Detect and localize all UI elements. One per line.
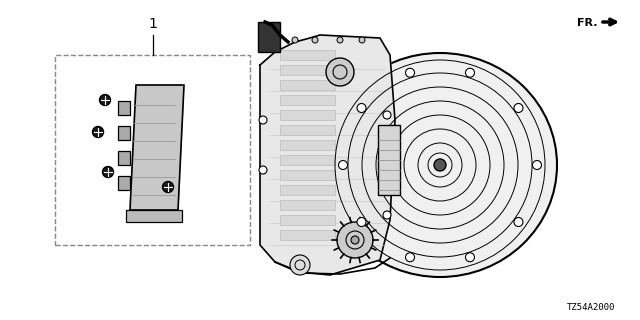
Bar xyxy=(280,80,335,90)
Bar xyxy=(258,22,280,52)
Polygon shape xyxy=(130,85,184,210)
Circle shape xyxy=(383,111,391,119)
Bar xyxy=(280,140,335,150)
Circle shape xyxy=(312,37,318,43)
Bar xyxy=(126,210,182,222)
Bar xyxy=(280,170,335,180)
Circle shape xyxy=(406,68,415,77)
Bar xyxy=(118,176,130,190)
Circle shape xyxy=(93,126,104,138)
Bar xyxy=(280,155,335,165)
Bar xyxy=(378,125,400,195)
Bar xyxy=(118,101,130,115)
Bar xyxy=(280,125,335,135)
Circle shape xyxy=(290,255,310,275)
Bar xyxy=(280,215,335,225)
Bar xyxy=(280,50,335,60)
Text: 1: 1 xyxy=(148,17,157,31)
Bar xyxy=(280,230,335,240)
Bar xyxy=(118,126,130,140)
Circle shape xyxy=(359,37,365,43)
Circle shape xyxy=(339,161,348,170)
Circle shape xyxy=(406,253,415,262)
Circle shape xyxy=(357,218,366,227)
Circle shape xyxy=(357,103,366,113)
Circle shape xyxy=(292,37,298,43)
Circle shape xyxy=(163,181,173,193)
Circle shape xyxy=(102,166,113,178)
Circle shape xyxy=(259,166,267,174)
Bar xyxy=(118,151,130,165)
Bar xyxy=(280,65,335,75)
Circle shape xyxy=(514,103,523,113)
Bar xyxy=(280,185,335,195)
Circle shape xyxy=(351,236,359,244)
Text: FR.: FR. xyxy=(577,18,598,28)
Circle shape xyxy=(99,94,111,106)
Circle shape xyxy=(259,116,267,124)
Circle shape xyxy=(383,211,391,219)
Bar xyxy=(280,200,335,210)
Bar xyxy=(280,95,335,105)
Bar xyxy=(280,110,335,120)
Circle shape xyxy=(337,222,373,258)
Polygon shape xyxy=(260,35,395,275)
Circle shape xyxy=(326,58,354,86)
Bar xyxy=(55,55,250,245)
Text: TZ54A2000: TZ54A2000 xyxy=(566,303,615,312)
Circle shape xyxy=(465,253,474,262)
Circle shape xyxy=(465,68,474,77)
Ellipse shape xyxy=(323,53,557,277)
Circle shape xyxy=(337,37,343,43)
Circle shape xyxy=(514,218,523,227)
Circle shape xyxy=(434,159,446,171)
Circle shape xyxy=(532,161,541,170)
